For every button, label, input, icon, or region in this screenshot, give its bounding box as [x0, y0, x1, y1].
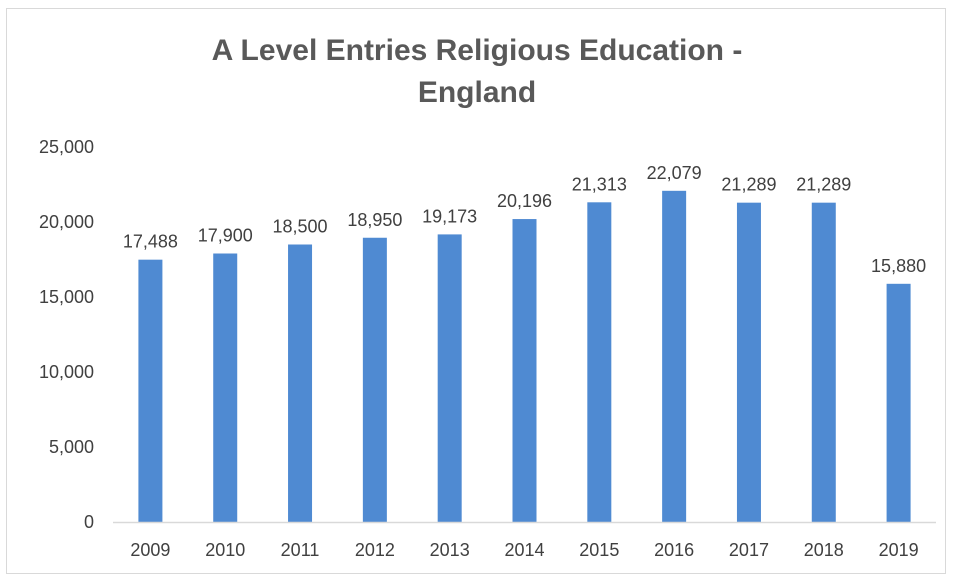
x-tick-label-2018: 2018	[804, 540, 844, 560]
bars	[138, 190, 911, 523]
data-label-2017: 21,289	[721, 175, 776, 195]
x-tick-label-2016: 2016	[654, 540, 694, 560]
y-tick-label: 20,000	[39, 212, 94, 232]
bar-2010	[213, 253, 238, 522]
x-tick-label-2009: 2009	[130, 540, 170, 560]
data-label-2010: 17,900	[198, 226, 253, 246]
x-tick-label-2015: 2015	[579, 540, 619, 560]
bar-2019	[886, 283, 911, 522]
bar-2011	[288, 244, 313, 522]
data-label-2011: 18,500	[273, 217, 328, 237]
data-label-2013: 19,173	[422, 206, 477, 226]
chart-title-line-1: A Level Entries Religious Education -	[211, 34, 743, 67]
chart-title-line-2: England	[417, 76, 537, 109]
chart-title: A Level Entries Religious Education - En…	[0, 30, 954, 114]
bar-2013	[437, 234, 462, 522]
x-tick-label-2010: 2010	[205, 540, 245, 560]
data-label-2019: 15,880	[871, 256, 926, 276]
bar-2016	[662, 190, 687, 522]
data-label-2015: 21,313	[572, 174, 627, 194]
data-label-2014: 20,196	[497, 191, 552, 211]
y-tick-label: 5,000	[49, 437, 94, 457]
bar-2018	[811, 202, 836, 523]
data-label-2018: 21,289	[796, 175, 851, 195]
x-tick-label-2011: 2011	[281, 540, 320, 560]
y-tick-label: 25,000	[39, 137, 94, 157]
bar-2015	[587, 202, 612, 522]
chart-frame	[6, 8, 946, 574]
data-label-2016: 22,079	[647, 163, 702, 183]
x-tick-label-2012: 2012	[355, 540, 395, 560]
x-tick-label-2014: 2014	[504, 540, 544, 560]
y-tick-label: 10,000	[39, 362, 94, 382]
bar-2009	[138, 259, 163, 522]
x-tick-label-2013: 2013	[430, 540, 470, 560]
data-label-2012: 18,950	[347, 210, 402, 230]
bar-2012	[362, 237, 387, 522]
y-axis-tick-labels: 0 5,000 10,000 15,000 20,000 25,000	[39, 137, 94, 532]
y-tick-label: 0	[84, 512, 94, 532]
x-tick-label-2019: 2019	[879, 540, 919, 560]
data-labels: 17,488 17,900 18,500 18,950 19,173 20,196 21,3…	[123, 163, 926, 276]
data-label-2009: 17,488	[123, 232, 178, 252]
bar-2017	[736, 202, 761, 523]
y-tick-label: 15,000	[39, 287, 94, 307]
bar-2014	[512, 219, 537, 522]
x-tick-label-2017: 2017	[729, 540, 769, 560]
x-axis-tick-labels: 2009 2010 2011 2012 2013 2014 2015 2016 2017 2018…	[130, 540, 918, 560]
